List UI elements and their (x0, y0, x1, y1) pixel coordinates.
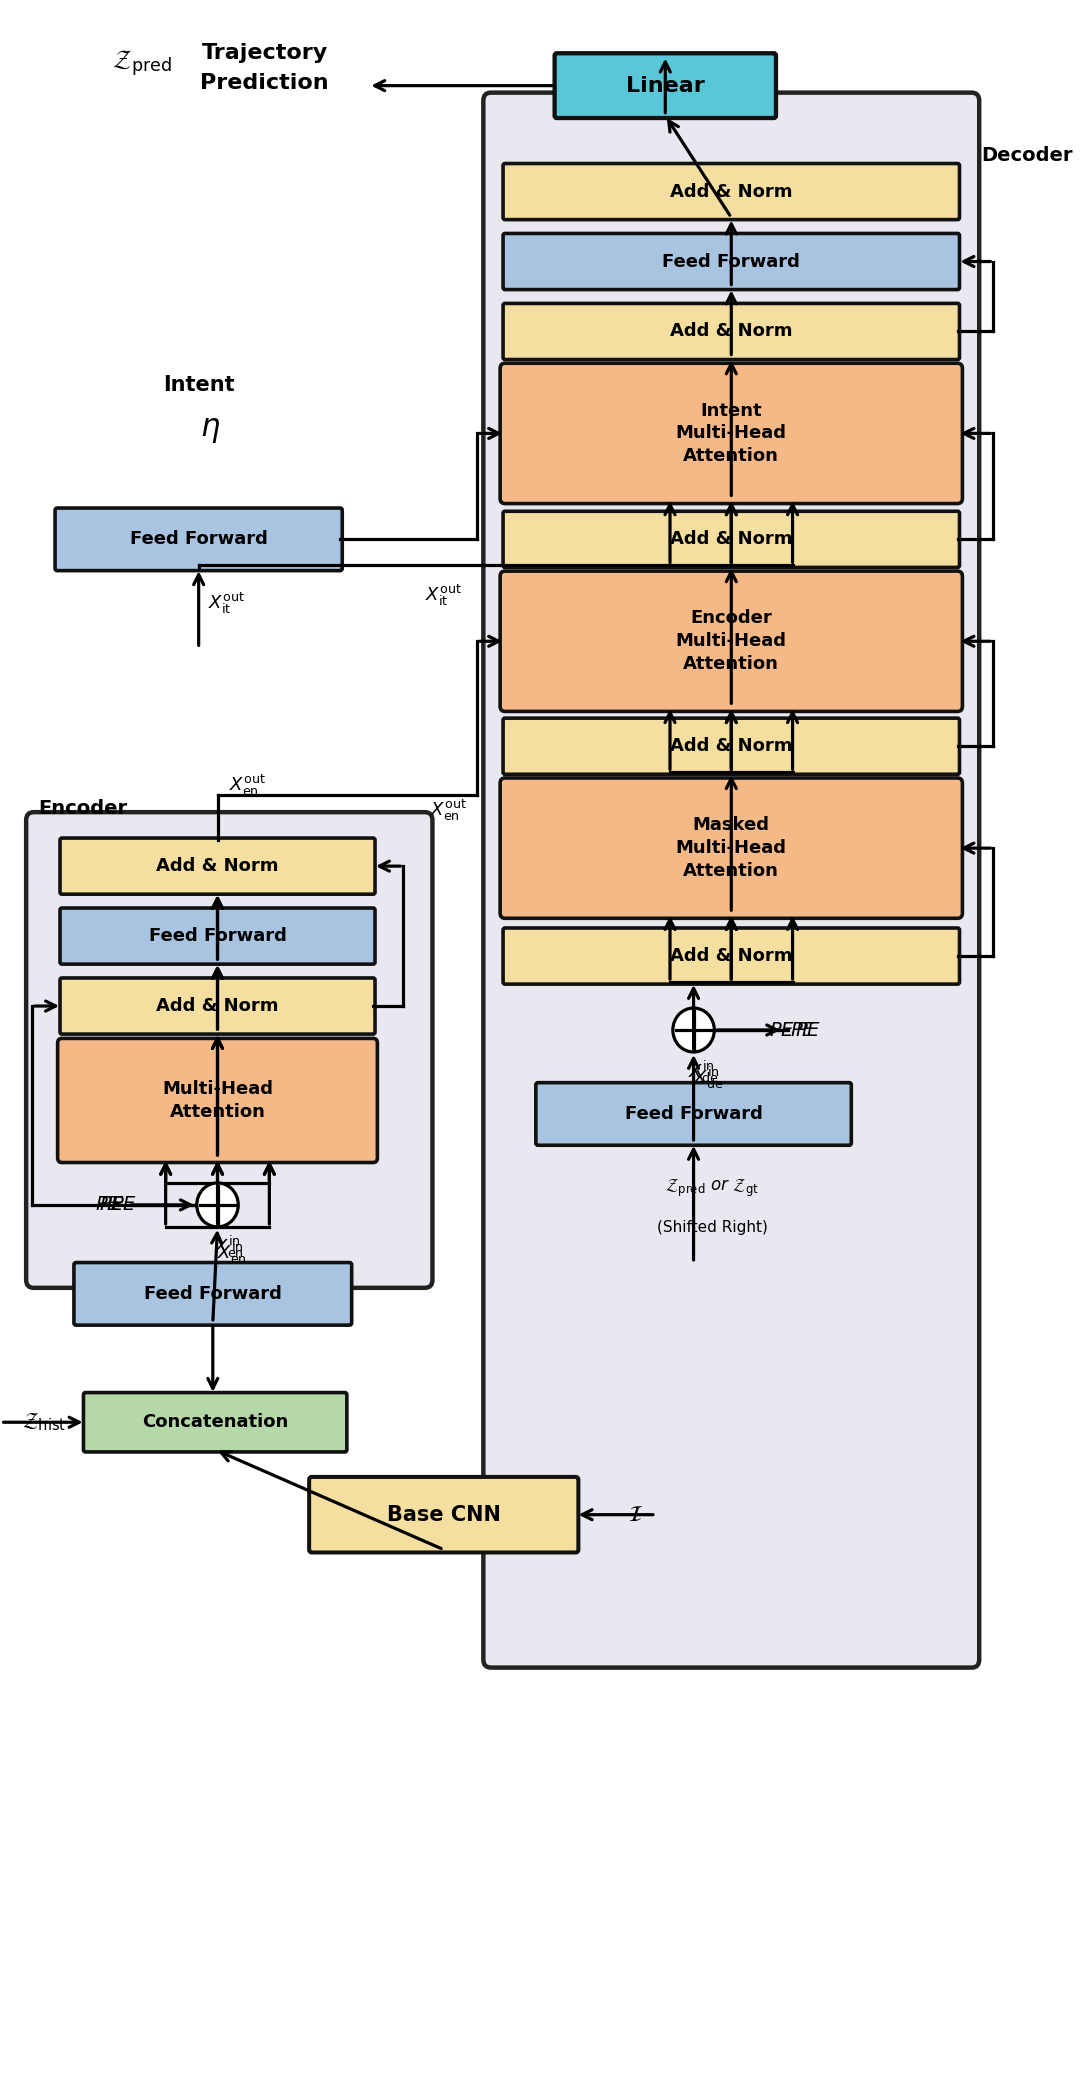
Text: $X_\mathrm{en}^\mathrm{in}$: $X_\mathrm{en}^\mathrm{in}$ (214, 1234, 244, 1259)
Text: Add & Norm: Add & Norm (670, 182, 793, 201)
Text: $\eta$: $\eta$ (200, 416, 220, 446)
FancyBboxPatch shape (60, 908, 375, 964)
Text: Add & Norm: Add & Norm (157, 858, 279, 874)
Circle shape (673, 1008, 714, 1052)
Text: Add & Norm: Add & Norm (670, 736, 793, 755)
FancyBboxPatch shape (555, 52, 775, 117)
Text: Linear: Linear (626, 75, 704, 96)
Text: Encoder: Encoder (39, 799, 127, 818)
Text: Add & Norm: Add & Norm (670, 322, 793, 341)
FancyBboxPatch shape (73, 1264, 352, 1324)
Text: $X_\mathrm{de}^\mathrm{in}$: $X_\mathrm{de}^\mathrm{in}$ (688, 1059, 718, 1086)
Text: $X_\mathrm{en}^\mathrm{in}$: $X_\mathrm{en}^\mathrm{in}$ (217, 1241, 246, 1266)
Text: Add & Norm: Add & Norm (670, 948, 793, 964)
FancyBboxPatch shape (57, 1038, 377, 1163)
FancyBboxPatch shape (503, 510, 959, 567)
FancyBboxPatch shape (309, 1477, 579, 1552)
Text: Intent
Multi-Head
Attention: Intent Multi-Head Attention (676, 402, 787, 464)
Text: Encoder
Multi-Head
Attention: Encoder Multi-Head Attention (676, 609, 787, 674)
Text: Intent: Intent (163, 374, 234, 395)
Text: $PE$: $PE$ (99, 1195, 125, 1213)
FancyBboxPatch shape (60, 977, 375, 1033)
Text: Multi-Head
Attention: Multi-Head Attention (162, 1079, 273, 1121)
Circle shape (197, 1182, 239, 1226)
Text: Prediction: Prediction (200, 73, 329, 92)
Text: Feed Forward: Feed Forward (149, 927, 286, 946)
Text: $\mathcal{Z}_\mathrm{hist}$: $\mathcal{Z}_\mathrm{hist}$ (23, 1412, 67, 1433)
FancyBboxPatch shape (503, 718, 959, 774)
FancyBboxPatch shape (536, 1084, 851, 1144)
Text: Feed Forward: Feed Forward (662, 253, 800, 270)
Text: Masked
Multi-Head
Attention: Masked Multi-Head Attention (676, 816, 787, 881)
FancyBboxPatch shape (500, 778, 962, 918)
FancyBboxPatch shape (503, 303, 959, 360)
Text: $PE$: $PE$ (795, 1021, 822, 1040)
FancyBboxPatch shape (500, 571, 962, 711)
Text: $\mathcal{I}$: $\mathcal{I}$ (627, 1504, 643, 1525)
FancyBboxPatch shape (503, 234, 959, 289)
Text: $PE$: $PE$ (789, 1021, 815, 1040)
Text: $X_\mathrm{en}^\mathrm{out}$: $X_\mathrm{en}^\mathrm{out}$ (229, 772, 266, 797)
Text: $PE$: $PE$ (111, 1195, 137, 1213)
Text: Feed Forward: Feed Forward (624, 1105, 762, 1123)
Text: Decoder: Decoder (981, 146, 1072, 165)
FancyBboxPatch shape (55, 508, 342, 571)
Text: $\mathcal{Z}_\mathrm{pred}$ or $\mathcal{Z}_\mathrm{gt}$: $\mathcal{Z}_\mathrm{pred}$ or $\mathcal… (665, 1178, 759, 1199)
Text: Feed Forward: Feed Forward (144, 1284, 282, 1303)
FancyBboxPatch shape (60, 839, 375, 893)
Text: $X_\mathrm{it}^\mathrm{out}$: $X_\mathrm{it}^\mathrm{out}$ (424, 584, 461, 609)
Text: Feed Forward: Feed Forward (130, 531, 268, 548)
Text: (Shifted Right): (Shifted Right) (657, 1220, 768, 1236)
Text: Base CNN: Base CNN (387, 1504, 501, 1525)
Text: $\mathcal{Z}_\mathrm{pred}$: $\mathcal{Z}_\mathrm{pred}$ (112, 48, 172, 77)
Text: $PE$: $PE$ (769, 1021, 795, 1040)
FancyBboxPatch shape (484, 92, 980, 1667)
Text: $PE$: $PE$ (95, 1195, 121, 1213)
Text: Concatenation: Concatenation (143, 1414, 288, 1431)
FancyBboxPatch shape (503, 929, 959, 983)
FancyBboxPatch shape (500, 364, 962, 504)
FancyBboxPatch shape (503, 163, 959, 220)
Text: $X_\mathrm{en}^\mathrm{out}$: $X_\mathrm{en}^\mathrm{out}$ (430, 797, 467, 822)
Text: $X_\mathrm{it}^\mathrm{out}$: $X_\mathrm{it}^\mathrm{out}$ (208, 590, 245, 615)
Text: Trajectory: Trajectory (202, 42, 327, 63)
Text: Add & Norm: Add & Norm (670, 531, 793, 548)
Text: $X_\mathrm{de}^\mathrm{in}$: $X_\mathrm{de}^\mathrm{in}$ (692, 1065, 723, 1092)
Text: Add & Norm: Add & Norm (157, 998, 279, 1015)
FancyBboxPatch shape (83, 1393, 347, 1452)
FancyBboxPatch shape (26, 812, 432, 1289)
